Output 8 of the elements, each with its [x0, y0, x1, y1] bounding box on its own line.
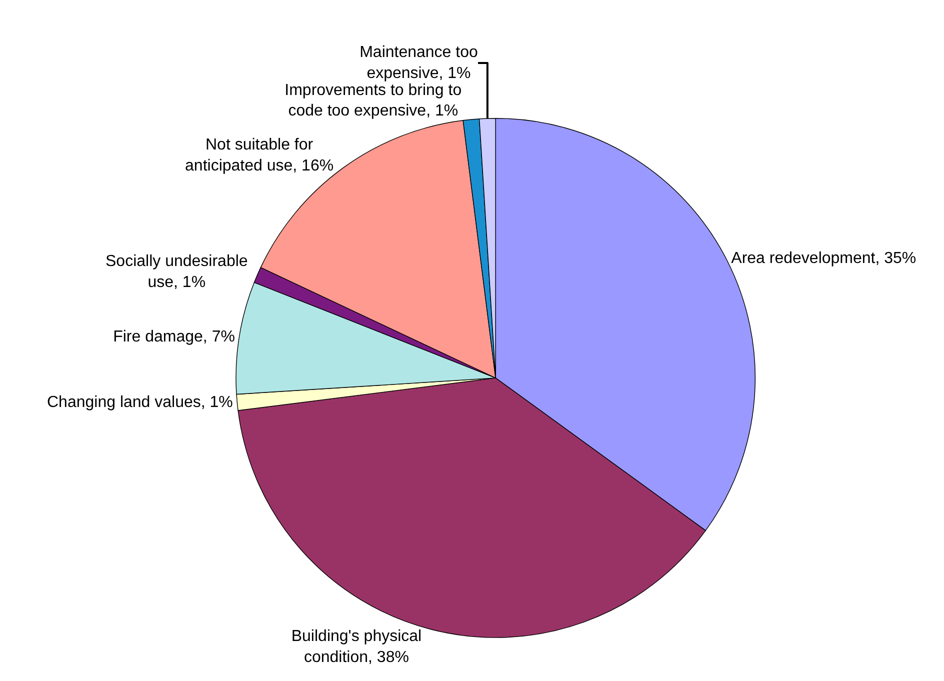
slice-label: Socially undesirable use, 1%: [105, 252, 248, 291]
slice-label: Changing land values, 1%: [46, 394, 233, 411]
slice-label: Fire damage, 7%: [113, 328, 235, 346]
slice-label: Maintenance too expensive, 1%: [360, 44, 478, 82]
slice-label: Building's physical condition, 38%: [291, 628, 422, 666]
slice-label: Not suitable for anticipated use, 16%: [185, 136, 334, 174]
slice-label: Improvements to bring to code too expensive, 1%: [284, 82, 462, 120]
slice-label: Area redevelopment, 35%: [731, 250, 916, 267]
